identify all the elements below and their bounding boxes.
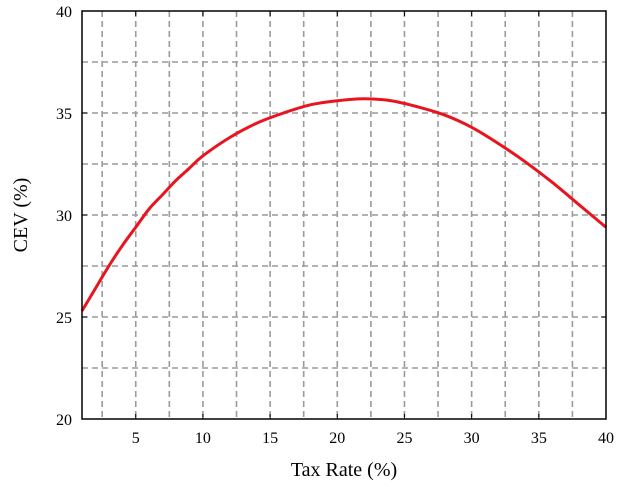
grid bbox=[82, 11, 606, 419]
series-layer bbox=[80, 97, 607, 312]
x-tick-label: 15 bbox=[262, 430, 278, 447]
y-tick-label: 20 bbox=[56, 412, 72, 429]
y-tick-label: 30 bbox=[56, 208, 72, 225]
x-tick-label: 30 bbox=[464, 430, 480, 447]
x-tick-label: 40 bbox=[598, 430, 614, 447]
x-tick-label: 25 bbox=[396, 430, 412, 447]
y-tick-label: 40 bbox=[56, 4, 72, 21]
y-axis-title: CEV (%) bbox=[10, 178, 32, 253]
ticks: 5 10 15 20 25 30 35 40 20 25 30 35 40 bbox=[56, 4, 614, 447]
x-tick-label: 35 bbox=[531, 430, 547, 447]
y-tick-label: 25 bbox=[56, 310, 72, 327]
x-tick-label: 20 bbox=[329, 430, 345, 447]
x-tick-label: 10 bbox=[195, 430, 211, 447]
x-tick-label: 5 bbox=[132, 430, 140, 447]
y-tick-label: 35 bbox=[56, 106, 72, 123]
series-line bbox=[80, 97, 607, 312]
x-axis-title: Tax Rate (%) bbox=[291, 459, 397, 481]
